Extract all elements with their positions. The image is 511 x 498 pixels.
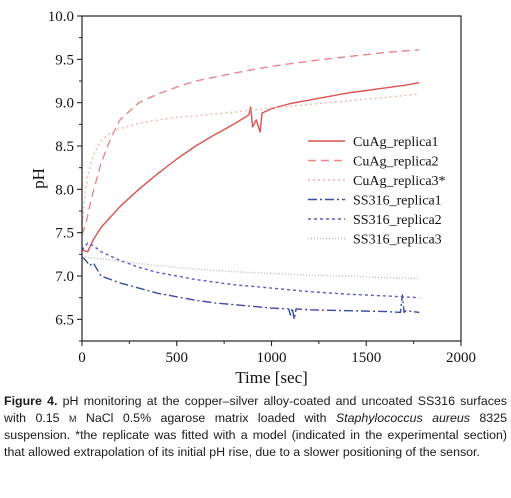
legend-label: CuAg_replica2	[353, 155, 439, 170]
legend-label: SS316_replica2	[353, 213, 442, 228]
series-line-ss316-replica2	[81, 242, 420, 299]
x-axis-label: Time [sec]	[235, 368, 308, 387]
y-tick-label: 8.0	[55, 182, 74, 198]
y-tick-label: 9.5	[55, 52, 74, 68]
x-tick-label: 1000	[257, 350, 287, 366]
y-tick-label: 7.5	[55, 226, 74, 242]
legend-label: CuAg_replica1	[353, 135, 439, 150]
series-line-ss316-replica3	[81, 256, 420, 280]
caption-species: Staphylococcus aureus	[335, 410, 470, 425]
series-line-cuag-replica1	[81, 82, 420, 253]
y-axis: 6.5 7.0 7.5 8.0 8.5 9.0 9.5 10.0	[48, 9, 82, 342]
legend-label: SS316_replica3	[353, 233, 442, 248]
x-tick-label: 1500	[351, 350, 381, 366]
series-line-cuag-replica2	[81, 49, 420, 235]
caption-unit: M	[68, 413, 77, 424]
y-tick-label: 8.5	[55, 139, 74, 155]
plot-area	[81, 49, 420, 320]
y-tick-label: 10.0	[48, 9, 74, 25]
caption-text-2: NaCl 0.5% agarose matrix loaded with	[76, 410, 336, 425]
x-tick-label: 2000	[446, 350, 476, 366]
ph-chart: 0 500 1000 1500 2000 6.5 7.0 7.5 8.0 8.5 9.0 9.5 10…	[29, 9, 476, 387]
y-tick-label: 6.5	[55, 312, 74, 328]
series-line-ss316-replica1	[81, 256, 420, 320]
y-tick-label: 9.0	[55, 96, 74, 112]
y-axis-label: pH	[29, 168, 48, 189]
y-tick-label: 7.0	[55, 269, 74, 285]
caption-text-3: 8325 suspension. *the replicate was fitt…	[4, 410, 507, 459]
legend-label: CuAg_replica3*	[353, 174, 446, 189]
x-axis: 0 500 1000 1500 2000	[78, 341, 476, 366]
figure-label: Figure 4.	[4, 394, 58, 408]
caption-text-1: pH monitoring at the copper–silver alloy…	[4, 394, 507, 425]
x-tick-label: 500	[166, 350, 189, 366]
legend: CuAg_replica1 CuAg_replica2 CuAg_replica3*…	[308, 135, 446, 248]
x-tick-label: 0	[78, 350, 86, 366]
figure-caption: Figure 4. pH monitoring at the copper–si…	[4, 393, 507, 460]
legend-label: SS316_replica1	[353, 194, 442, 209]
